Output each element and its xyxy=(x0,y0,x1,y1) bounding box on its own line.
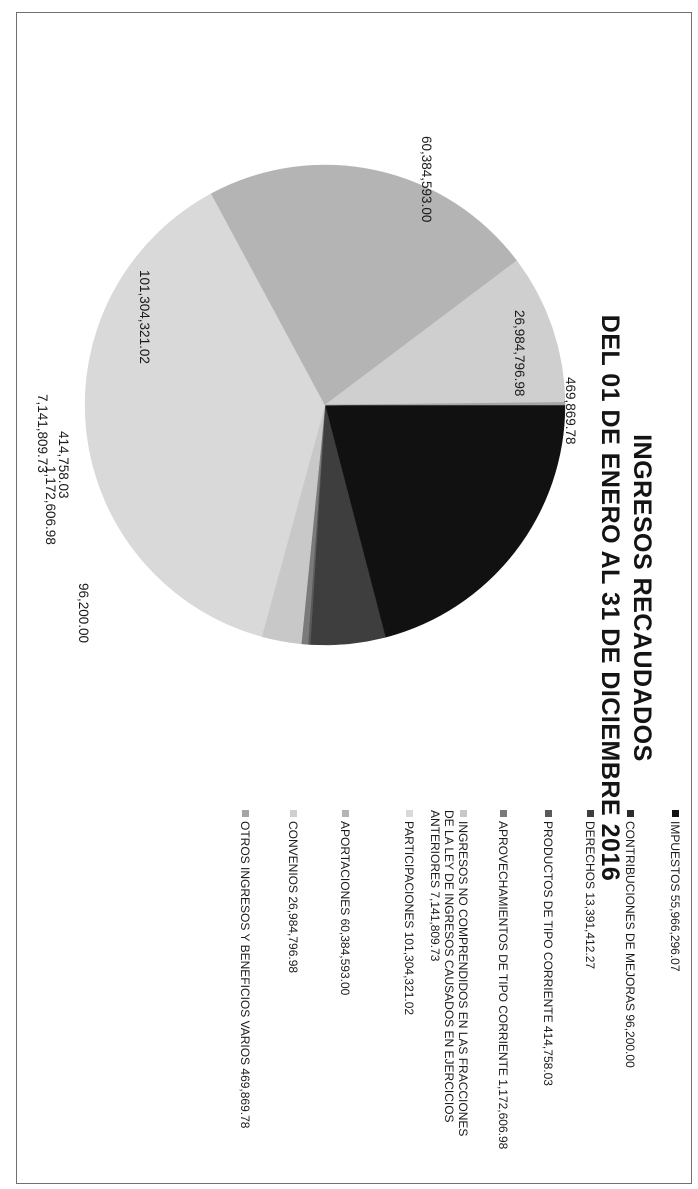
legend-label: CONTRIBUCIONES DE MEJORAS 96,200.00 xyxy=(623,821,637,1068)
legend-item-aprovechamientos-de-tipo-corriente: APROVECHAMIENTOS DE TIPO CORRIENTE 1,172… xyxy=(496,810,510,1155)
legend-item-derechos: DERECHOS 13,391,412.27 xyxy=(583,810,597,1155)
legend-item-contribuciones-de-mejoras: CONTRIBUCIONES DE MEJORAS 96,200.00 xyxy=(623,810,637,1155)
legend-item-productos-de-tipo-corriente: PRODUCTOS DE TIPO CORRIENTE 414,758.03 xyxy=(541,810,555,1155)
legend-label: CONVENIOS 26,984,796.98 xyxy=(286,821,300,974)
legend-item-impuestos: IMPUESTOS 55,966,296.07 xyxy=(668,810,682,1155)
legend-swatch xyxy=(460,810,467,817)
chart-sheet: INGRESOS RECAUDADOS DEL 01 DE ENERO AL 3… xyxy=(16,12,692,1184)
data-label-ingresos-no-comprendidos-en-las-fraccion: 7,141,809.73 xyxy=(35,394,50,473)
data-label-aportaciones: 60,384,593.00 xyxy=(419,136,434,222)
legend-swatch xyxy=(627,810,634,817)
chart-legend: IMPUESTOS 55,966,296.07 CONTRIBUCIONES DE… xyxy=(16,810,692,1170)
data-label-aprovechamientos-de-tipo-corriente: 1,172,606.98 xyxy=(43,466,58,545)
legend-swatch xyxy=(500,810,507,817)
legend-swatch xyxy=(587,810,594,817)
legend-item-participaciones: PARTICIPACIONES 101,304,321.02 xyxy=(402,810,416,1155)
legend-item-convenios: CONVENIOS 26,984,796.98 xyxy=(286,810,300,1155)
legend-label: APORTACIONES 60,384,593.00 xyxy=(338,821,352,996)
page-frame xyxy=(16,12,692,1184)
legend-label: PARTICIPACIONES 101,304,321.02 xyxy=(402,821,416,1016)
legend-swatch xyxy=(406,810,413,817)
legend-swatch xyxy=(545,810,552,817)
legend-swatch xyxy=(342,810,349,817)
pie-labels: 96,200.00 414,758.031,172,606.987,141,809… xyxy=(35,136,578,643)
data-label-convenios: 26,984,796.98 xyxy=(512,310,527,396)
legend-label: INGRESOS NO COMPRENDIDOS EN LAS FRACCION… xyxy=(428,810,470,1137)
pie-slice-aportaciones xyxy=(210,164,518,406)
legend-item-aportaciones: APORTACIONES 60,384,593.00 xyxy=(338,810,352,1155)
data-label-productos-de-tipo-corriente: 414,758.03 xyxy=(56,431,71,499)
legend-swatch xyxy=(242,810,249,817)
data-label-participaciones: 101,304,321.02 xyxy=(137,270,152,364)
pie-slice-otros-ingresos-y-beneficios-varios xyxy=(324,402,566,406)
pie-slice-impuestos xyxy=(324,404,566,638)
legend-item-ingresos-no-comprendidos-en-las-fraccion: INGRESOS NO COMPRENDIDOS EN LAS FRACCION… xyxy=(428,810,470,1155)
legend-label: APROVECHAMIENTOS DE TIPO CORRIENTE 1,172… xyxy=(496,821,510,1150)
pie-slice-participaciones xyxy=(84,193,326,637)
pie-slices xyxy=(84,164,566,646)
legend-item-otros-ingresos-y-beneficios-varios: OTROS INGRESOS Y BENEFICIOS VARIOS 469,8… xyxy=(238,810,252,1155)
legend-label: DERECHOS 13,391,412.27 xyxy=(583,821,597,970)
pie-chart: 96,200.00 414,758.031,172,606.987,141,809… xyxy=(35,136,578,646)
legend-swatch xyxy=(672,810,679,817)
legend-swatch xyxy=(290,810,297,817)
legend-label: IMPUESTOS 55,966,296.07 xyxy=(668,821,682,972)
data-label-otros-ingresos-y-beneficios-varios: 469,869.78 xyxy=(563,377,578,445)
legend-label: PRODUCTOS DE TIPO CORRIENTE 414,758.03 xyxy=(541,821,555,1086)
legend-label: OTROS INGRESOS Y BENEFICIOS VARIOS 469,8… xyxy=(238,821,252,1129)
data-label-contribuciones-de-mejoras: 96,200.00 xyxy=(76,583,91,643)
pie-slice-convenios xyxy=(324,260,566,406)
